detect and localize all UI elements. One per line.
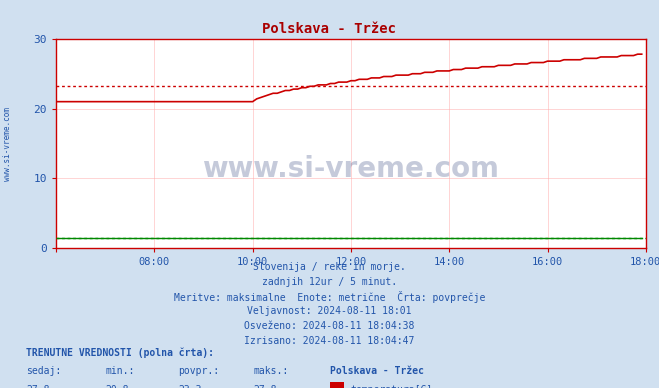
Text: min.:: min.: [105, 366, 135, 376]
Text: Polskava - Tržec: Polskava - Tržec [262, 22, 397, 36]
Text: 20,8: 20,8 [105, 385, 129, 388]
Text: Slovenija / reke in morje.: Slovenija / reke in morje. [253, 262, 406, 272]
Text: maks.:: maks.: [254, 366, 289, 376]
Text: TRENUTNE VREDNOSTI (polna črta):: TRENUTNE VREDNOSTI (polna črta): [26, 347, 214, 358]
Text: zadnjih 12ur / 5 minut.: zadnjih 12ur / 5 minut. [262, 277, 397, 287]
Text: www.si-vreme.com: www.si-vreme.com [202, 155, 500, 183]
Text: Izrisano: 2024-08-11 18:04:47: Izrisano: 2024-08-11 18:04:47 [244, 336, 415, 346]
Text: Veljavnost: 2024-08-11 18:01: Veljavnost: 2024-08-11 18:01 [247, 306, 412, 316]
Text: 27,8: 27,8 [26, 385, 50, 388]
Text: Polskava - Tržec: Polskava - Tržec [330, 366, 424, 376]
Text: Meritve: maksimalne  Enote: metrične  Črta: povprečje: Meritve: maksimalne Enote: metrične Črta… [174, 291, 485, 303]
Text: 27,8: 27,8 [254, 385, 277, 388]
Text: Osveženo: 2024-08-11 18:04:38: Osveženo: 2024-08-11 18:04:38 [244, 321, 415, 331]
Text: povpr.:: povpr.: [178, 366, 219, 376]
Text: sedaj:: sedaj: [26, 366, 61, 376]
Text: temperatura[C]: temperatura[C] [351, 385, 433, 388]
Text: www.si-vreme.com: www.si-vreme.com [3, 107, 13, 180]
Text: 23,3: 23,3 [178, 385, 202, 388]
